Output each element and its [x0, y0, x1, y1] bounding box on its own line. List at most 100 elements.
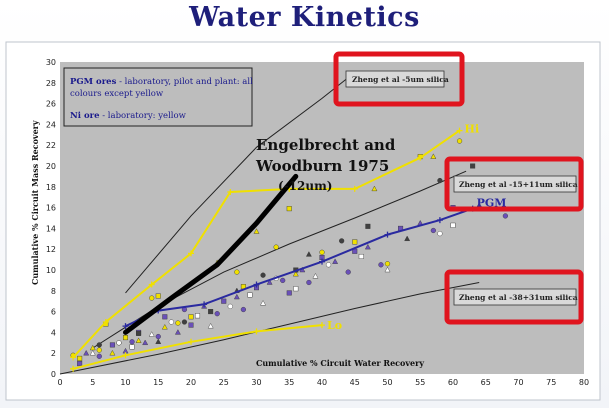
x-tick-label: 20: [186, 378, 196, 387]
y-tick-label: 6: [51, 308, 56, 317]
red-box-1: [333, 51, 465, 107]
scatter-point: [116, 340, 122, 346]
series-marker-hi: [456, 127, 463, 134]
legend-box: [63, 67, 253, 127]
scatter-point: [280, 277, 286, 284]
scatter-point: [450, 222, 456, 228]
scatter-point: [214, 311, 220, 317]
x-tick-label: 55: [415, 378, 425, 387]
scatter-point: [470, 163, 476, 169]
scatter-point: [175, 320, 181, 326]
trendline-0: [125, 72, 356, 294]
y-tick-label: 22: [46, 141, 56, 150]
y-tick-label: 20: [46, 162, 56, 171]
legend-line-2: colours except yellow: [70, 89, 164, 99]
scatter-point: [273, 244, 279, 250]
y-tick-label: 4: [51, 328, 56, 337]
series-marker-pgm: [384, 231, 391, 238]
series-marker-hi: [351, 185, 358, 192]
scatter-point: [135, 337, 142, 343]
scatter-point: [221, 298, 227, 304]
red-box-3: [444, 269, 584, 325]
y-axis-label: Cumulative % Circuit Mass Recovery: [30, 120, 40, 285]
series-marker-lo: [122, 352, 129, 359]
scatter-point: [358, 253, 364, 259]
scatter-points: [70, 138, 509, 367]
scatter-point: [233, 293, 240, 300]
x-tick-label: 70: [513, 378, 523, 387]
scatter-point: [430, 227, 436, 234]
x-tick-label: 60: [448, 378, 458, 387]
label-box-1: [345, 70, 445, 88]
y-tick-label: 28: [46, 79, 56, 88]
scatter-point: [502, 213, 509, 219]
series-marker-lo: [188, 338, 194, 345]
scatter-point: [345, 269, 351, 275]
series-marker-lo: [319, 322, 325, 329]
x-tick-label: 75: [546, 378, 556, 387]
scatter-point: [260, 272, 266, 278]
y-tick-label: 0: [51, 370, 56, 379]
scatter-point: [365, 223, 371, 229]
scatter-point: [332, 258, 339, 264]
series-label-lo: Lo: [327, 319, 342, 332]
y-tick-label: 8: [51, 287, 56, 296]
series-marker-hi: [227, 189, 234, 195]
scatter-point: [188, 314, 194, 320]
label-zheng-38um: Zheng et al -38+31um silica: [459, 293, 578, 302]
series-marker-hi: [188, 250, 194, 257]
series-marker-pgm: [436, 217, 443, 224]
scatter-point: [404, 235, 411, 241]
scatter-point: [292, 270, 299, 277]
y-tick-label: 30: [46, 58, 56, 67]
scatter-point: [136, 330, 142, 336]
series-marker-hi: [70, 354, 77, 361]
y-tick-label: 2: [51, 349, 56, 358]
y-tick-label: 24: [46, 120, 56, 129]
x-tick-label: 30: [251, 378, 261, 387]
scatter-point: [96, 342, 102, 348]
x-tick-label: 15: [153, 378, 163, 387]
annotation-engelbrecht-1: Engelbrecht and: [256, 136, 396, 154]
scatter-point: [305, 251, 312, 257]
series-line-pgm: [125, 207, 473, 328]
scatter-point: [168, 319, 174, 325]
series-lines: [70, 127, 476, 372]
x-tick-label: 0: [57, 378, 62, 387]
scatter-point: [227, 303, 233, 310]
scatter-point: [181, 319, 188, 325]
y-tick-label: 18: [46, 183, 56, 192]
scatter-point: [319, 249, 325, 255]
x-tick-label: 45: [350, 378, 360, 387]
scatter-point: [325, 262, 332, 268]
x-tick-label: 10: [120, 378, 130, 387]
label-box-3: [453, 288, 577, 306]
scatter-point: [96, 353, 102, 359]
x-tick-label: 5: [90, 378, 95, 387]
scatter-point: [253, 228, 260, 234]
series-marker-hi: [417, 154, 424, 161]
scatter-point: [293, 286, 299, 292]
scatter-point: [456, 138, 463, 144]
series-marker-lo: [253, 328, 260, 335]
scatter-point: [122, 335, 128, 341]
series-marker-pgm: [319, 258, 325, 265]
annotation-engelbrecht-3: (-12um): [278, 179, 332, 193]
scatter-point: [155, 333, 161, 340]
x-tick-label: 65: [481, 378, 491, 387]
scatter-point: [208, 309, 214, 315]
scatter-point: [339, 238, 345, 244]
callout-zheng-15um: Zheng et al -15+11um silica: [444, 156, 584, 212]
scatter-point: [155, 338, 162, 344]
engelbrecht-line: [123, 173, 299, 335]
scatter-point: [247, 292, 253, 298]
scatter-point: [89, 349, 96, 356]
x-tick-label: 25: [219, 378, 229, 387]
series-marker-pgm: [122, 323, 129, 330]
scatter-point: [234, 269, 240, 275]
x-axis-label: Cumulative % Circuit Water Recovery: [256, 358, 424, 368]
series-marker-pgm: [201, 301, 208, 308]
callout-zheng-38um: Zheng et al -38+31um silica: [444, 269, 584, 325]
